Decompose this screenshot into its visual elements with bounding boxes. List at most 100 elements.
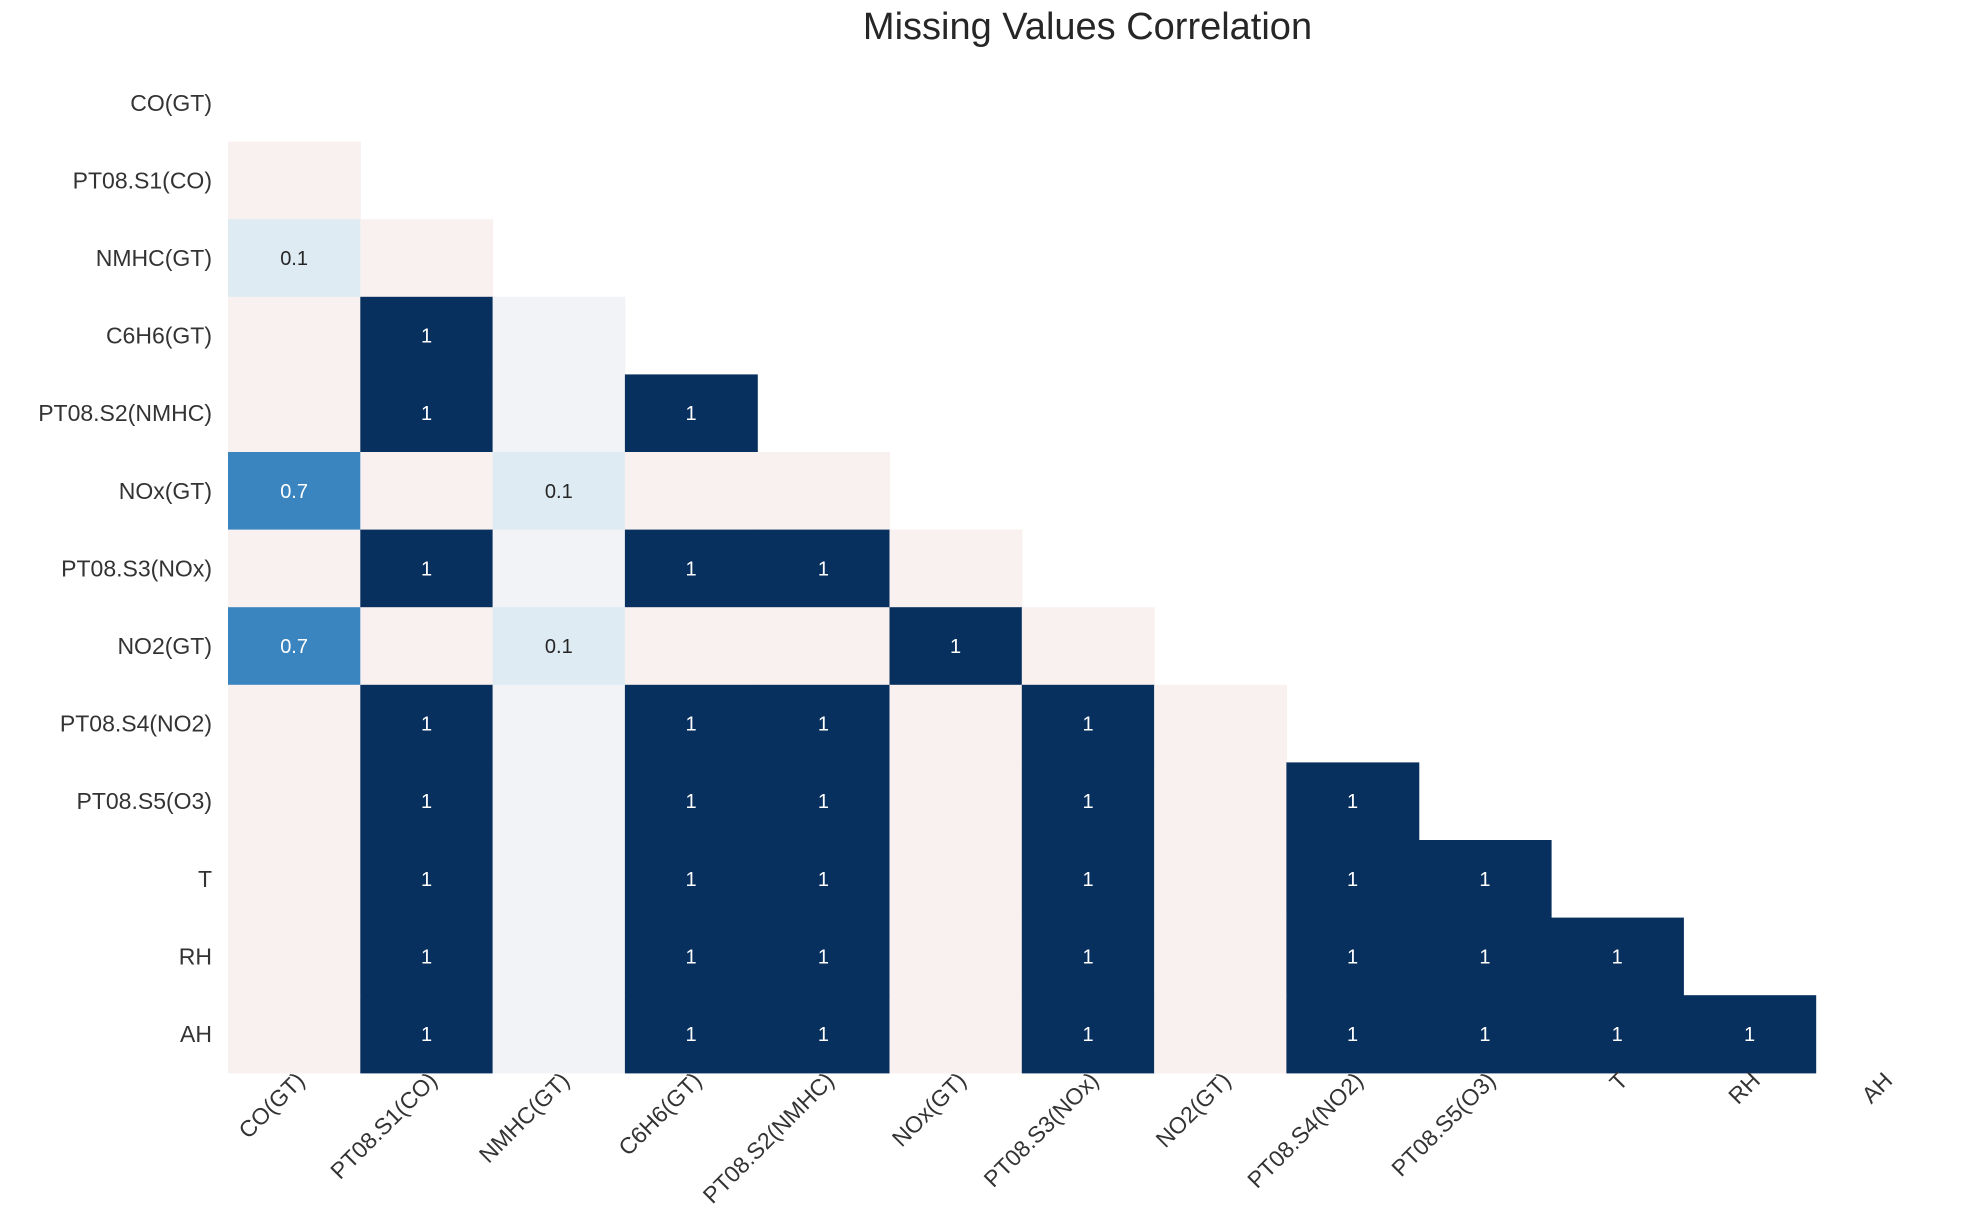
heatmap-cell-pt08-s4-no2-no2-gt [1154,684,1287,763]
y-label-c6h6-gt: C6H6(GT) [106,323,212,349]
heatmap-cell-c6h6-gt-pt08-s1-co [360,296,494,375]
y-label-pt08-s5-o3: PT08.S5(O3) [77,788,213,814]
cell-value-label: 1 [421,714,432,736]
heatmap-cell-pt08-s5-o3-pt08-s3-nox [1021,762,1155,841]
y-label-rh: RH [179,943,212,969]
cell-value-label: 1 [686,558,697,580]
heatmap-cell-rh-pt08-s5-o3 [1418,917,1552,996]
heatmap-cell-t-pt08-s1-co [360,840,494,919]
heatmap-cell-nox-gt-pt08-s2-nmhc [757,452,891,531]
heatmap-cell-no2-gt-co-gt [228,607,361,686]
x-axis-labels: CO(GT) PT08.S1(CO) NMHC(GT) C6H6(GT)PT08.S2… [233,1067,1897,1208]
cell-value-label: 1 [421,946,432,968]
heatmap-cell-nox-gt-nmhc-gt [492,452,626,531]
heatmap-cell-t-pt08-s4-no2 [1286,840,1420,919]
heatmap-cell-ah-pt08-s1-co [360,995,494,1074]
chart-title: Missing Values Correlation [862,6,1313,48]
heatmap-cell-rh-co-gt [228,917,361,996]
heatmap-cell-ah-no2-gt [1154,995,1287,1074]
cell-value-label: 1 [1612,1024,1623,1046]
cell-value-label: 1 [1347,791,1358,813]
heatmap-cell-pt08-s4-no2-c6h6-gt [624,684,758,763]
heatmap-cell-pt08-s3-nox-nmhc-gt [492,529,626,608]
x-label-pt08-s4-no2: PT08.S4(NO2) [1242,1067,1368,1193]
heatmap-cell-pt08-s3-nox-nox-gt [889,529,1023,608]
cell-value-label: 1 [950,636,961,658]
x-label-nox-gt: NOx(GT) [887,1067,971,1151]
heatmap-cell-ah-pt08-s4-no2 [1286,995,1420,1074]
heatmap-cell-pt08-s4-no2-co-gt [228,684,361,763]
heatmap-cell-ah-c6h6-gt [624,995,758,1074]
cell-value-label: 1 [818,791,829,813]
heatmap-cell-pt08-s2-nmhc-nmhc-gt [492,374,626,453]
cell-value-label: 1 [1082,946,1093,968]
y-label-nox-gt: NOx(GT) [119,478,212,504]
cell-value-label: 1 [818,946,829,968]
cell-value-label: 1 [421,1024,432,1046]
cell-value-label: 0.1 [280,248,308,270]
heatmap-cell-nox-gt-pt08-s1-co [360,452,494,531]
cell-value-label: 0.1 [545,636,573,658]
heatmap-cell-c6h6-gt-co-gt [228,296,361,375]
cell-value-label: 1 [818,714,829,736]
heatmap-cell-rh-nox-gt [889,917,1023,996]
y-label-t: T [198,866,212,892]
y-label-ah: AH [180,1021,212,1047]
heatmap-cell-pt08-s4-no2-pt08-s2-nmhc [757,684,891,763]
heatmap-cell-pt08-s1-co-co-gt [228,141,361,220]
heatmap-cell-pt08-s4-no2-nmhc-gt [492,684,626,763]
heatmap-cell-pt08-s3-nox-co-gt [228,529,361,608]
heatmap-cell-ah-nmhc-gt [492,995,626,1074]
heatmap-cell-rh-t [1551,917,1684,996]
heatmap-cell-pt08-s3-nox-pt08-s2-nmhc [757,529,891,608]
heatmap-cell-rh-pt08-s2-nmhc [757,917,891,996]
cell-value-label: 1 [686,1024,697,1046]
heatmap-cell-rh-pt08-s1-co [360,917,494,996]
x-label-nmhc-gt: NMHC(GT) [474,1067,575,1168]
heatmap-cell-rh-nmhc-gt [492,917,626,996]
y-axis-labels: CO(GT) PT08.S1(CO) NMHC(GT) C6H6(GT) PT08.S2… [38,90,212,1047]
heatmap-cell-pt08-s2-nmhc-co-gt [228,374,361,453]
y-label-pt08-s3-nox: PT08.S3(NOx) [61,555,212,581]
heatmap-cell-ah-pt08-s5-o3 [1418,995,1552,1074]
heatmap-cell-t-pt08-s5-o3 [1418,840,1552,919]
heatmap-cell-rh-no2-gt [1154,917,1287,996]
cell-value-label: 1 [1082,1024,1093,1046]
heatmap-cell-pt08-s5-o3-nmhc-gt [492,762,626,841]
cell-value-label: 1 [686,869,697,891]
cell-value-label: 1 [1612,946,1623,968]
cell-value-label: 1 [686,791,697,813]
heatmap-cell-pt08-s4-no2-pt08-s3-nox [1021,684,1155,763]
cell-value-label: 1 [1082,714,1093,736]
heatmap-cell-nmhc-gt-pt08-s1-co [360,219,494,298]
cell-value-label: 1 [1347,1024,1358,1046]
cell-value-label: 1 [1082,869,1093,891]
heatmap-cell-nox-gt-c6h6-gt [624,452,758,531]
heatmap-cell-pt08-s5-o3-pt08-s1-co [360,762,494,841]
cell-value-label: 1 [1082,791,1093,813]
heatmap-cell-rh-c6h6-gt [624,917,758,996]
heatmap-cell-no2-gt-c6h6-gt [624,607,758,686]
heatmap-cell-no2-gt-pt08-s1-co [360,607,494,686]
heatmap-cell-pt08-s4-no2-pt08-s1-co [360,684,494,763]
heatmap-cell-t-co-gt [228,840,361,919]
cell-value-label: 1 [421,869,432,891]
heatmap-cells: 0.1 1 1 1 0.7 0.1 1 1 1 0.7 0.1 1 1 1 1 1 1 1 1 1 1 1 1 1 1 1 1 1 1 1… [228,141,1817,1074]
heatmap-cell-t-c6h6-gt [624,840,758,919]
x-label-co-gt: CO(GT) [233,1067,309,1143]
x-label-pt08-s3-nox: PT08.S3(NOx) [978,1067,1103,1192]
cell-value-label: 1 [421,403,432,425]
heatmap-cell-rh-pt08-s3-nox [1021,917,1155,996]
x-label-pt08-s2-nmhc: PT08.S2(NMHC) [698,1067,839,1208]
cell-value-label: 1 [686,403,697,425]
heatmap-cell-pt08-s5-o3-co-gt [228,762,361,841]
cell-value-label: 1 [1479,869,1490,891]
y-label-no2-gt: NO2(GT) [117,633,212,659]
heatmap-cell-pt08-s3-nox-c6h6-gt [624,529,758,608]
y-label-co-gt: CO(GT) [130,90,212,116]
heatmap-cell-pt08-s5-o3-no2-gt [1154,762,1287,841]
heatmap-cell-rh-pt08-s4-no2 [1286,917,1420,996]
cell-value-label: 0.7 [280,636,308,658]
cell-value-label: 1 [686,946,697,968]
cell-value-label: 1 [421,326,432,348]
